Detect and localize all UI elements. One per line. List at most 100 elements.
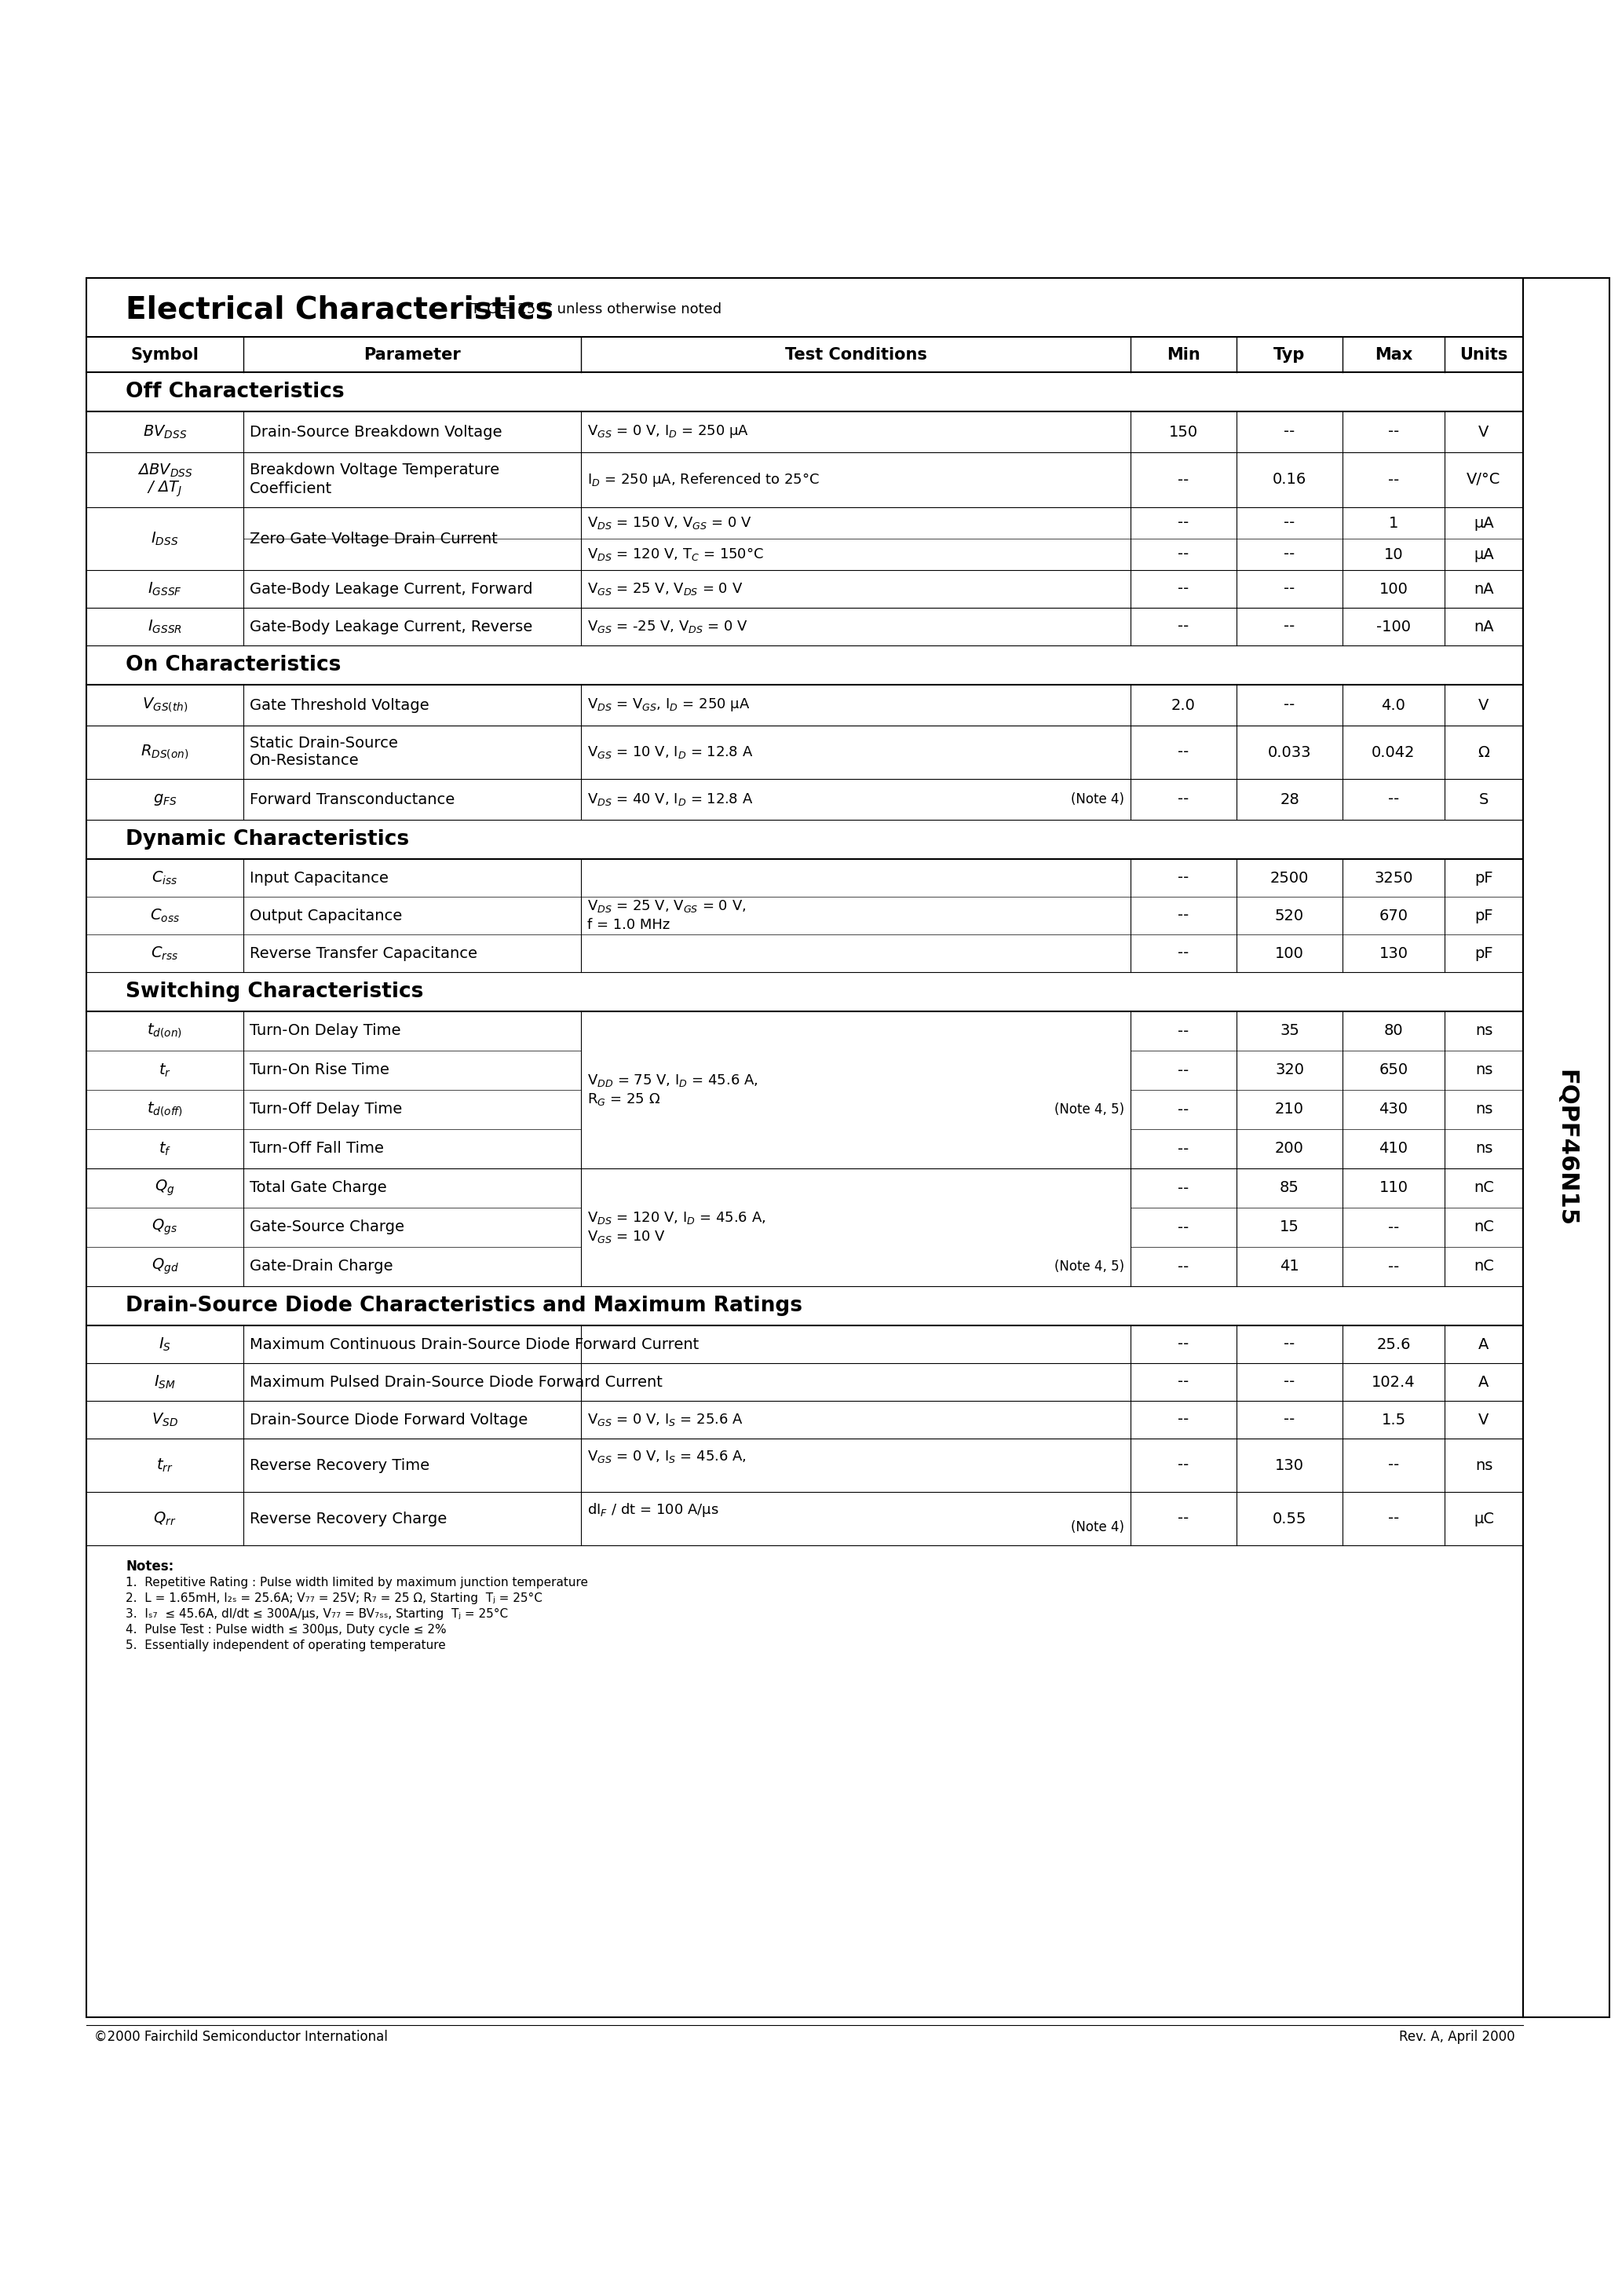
Text: I$_S$: I$_S$ xyxy=(159,1336,172,1352)
Text: V$_{DS}$ = 25 V, V$_{GS}$ = 0 V,: V$_{DS}$ = 25 V, V$_{GS}$ = 0 V, xyxy=(587,898,746,914)
Text: 100: 100 xyxy=(1275,946,1304,960)
Text: Turn-Off Delay Time: Turn-Off Delay Time xyxy=(250,1102,402,1116)
Text: V$_{GS}$ = 0 V, I$_S$ = 45.6 A,: V$_{GS}$ = 0 V, I$_S$ = 45.6 A, xyxy=(587,1449,746,1465)
Text: BV$_{DSS}$: BV$_{DSS}$ xyxy=(143,422,187,441)
Text: V$_{DS}$ = V$_{GS}$, I$_D$ = 250 μA: V$_{DS}$ = V$_{GS}$, I$_D$ = 250 μA xyxy=(587,698,749,714)
Text: C$_{oss}$: C$_{oss}$ xyxy=(149,907,180,923)
Text: Notes:: Notes: xyxy=(125,1559,174,1573)
Text: (Note 4): (Note 4) xyxy=(1071,792,1124,806)
Text: --: -- xyxy=(1388,425,1400,439)
Text: ns: ns xyxy=(1474,1063,1492,1077)
Text: ns: ns xyxy=(1474,1102,1492,1116)
Text: Drain-Source Diode Characteristics and Maximum Ratings: Drain-Source Diode Characteristics and M… xyxy=(125,1295,803,1316)
Text: Test Conditions: Test Conditions xyxy=(785,347,926,363)
Text: μC: μC xyxy=(1474,1511,1494,1527)
Text: Electrical Characteristics: Electrical Characteristics xyxy=(125,294,553,324)
Text: --: -- xyxy=(1388,1458,1400,1472)
Text: Input Capacitance: Input Capacitance xyxy=(250,870,389,886)
Text: g$_{FS}$: g$_{FS}$ xyxy=(152,792,177,806)
Text: V$_{DS}$ = 120 V, T$_C$ = 150°C: V$_{DS}$ = 120 V, T$_C$ = 150°C xyxy=(587,546,764,563)
Text: 10: 10 xyxy=(1384,546,1403,563)
Text: --: -- xyxy=(1178,744,1189,760)
Text: 28: 28 xyxy=(1280,792,1299,806)
Text: R$_G$ = 25 Ω: R$_G$ = 25 Ω xyxy=(587,1091,660,1107)
Text: Maximum Pulsed Drain-Source Diode Forward Current: Maximum Pulsed Drain-Source Diode Forwar… xyxy=(250,1375,662,1389)
Text: I$_D$ = 250 μA, Referenced to 25°C: I$_D$ = 250 μA, Referenced to 25°C xyxy=(587,471,819,489)
Text: --: -- xyxy=(1178,581,1189,597)
Text: 130: 130 xyxy=(1275,1458,1304,1472)
Text: --: -- xyxy=(1388,1219,1400,1235)
Text: Zero Gate Voltage Drain Current: Zero Gate Voltage Drain Current xyxy=(250,530,498,546)
Text: V$_{SD}$: V$_{SD}$ xyxy=(151,1412,178,1428)
Text: Turn-Off Fall Time: Turn-Off Fall Time xyxy=(250,1141,384,1157)
Text: Reverse Recovery Time: Reverse Recovery Time xyxy=(250,1458,430,1472)
Text: Gate-Body Leakage Current, Forward: Gate-Body Leakage Current, Forward xyxy=(250,581,532,597)
Text: --: -- xyxy=(1178,1180,1189,1196)
Text: 2.  L = 1.65mH, I₂ₛ = 25.6A; V₇₇ = 25V; R₇ = 25 Ω, Starting  Tⱼ = 25°C: 2. L = 1.65mH, I₂ₛ = 25.6A; V₇₇ = 25V; R… xyxy=(125,1593,542,1605)
Text: --: -- xyxy=(1178,909,1189,923)
Text: 150: 150 xyxy=(1169,425,1199,439)
Text: Switching Characteristics: Switching Characteristics xyxy=(125,980,423,1001)
Text: FQPF46N15: FQPF46N15 xyxy=(1555,1070,1578,1226)
Text: 320: 320 xyxy=(1275,1063,1304,1077)
Text: Off Characteristics: Off Characteristics xyxy=(125,381,344,402)
Text: V$_{GS}$ = -25 V, V$_{DS}$ = 0 V: V$_{GS}$ = -25 V, V$_{DS}$ = 0 V xyxy=(587,618,748,634)
Text: --: -- xyxy=(1285,620,1294,634)
Text: --: -- xyxy=(1178,1063,1189,1077)
Text: --: -- xyxy=(1178,546,1189,563)
Text: 0.033: 0.033 xyxy=(1268,744,1311,760)
Text: Gate-Body Leakage Current, Reverse: Gate-Body Leakage Current, Reverse xyxy=(250,620,532,634)
Text: Forward Transconductance: Forward Transconductance xyxy=(250,792,454,806)
Text: Max: Max xyxy=(1374,347,1413,363)
Text: 130: 130 xyxy=(1379,946,1408,960)
Text: On-Resistance: On-Resistance xyxy=(250,753,360,769)
Text: C$_{iss}$: C$_{iss}$ xyxy=(152,870,178,886)
Text: 25.6: 25.6 xyxy=(1377,1336,1411,1352)
Text: 670: 670 xyxy=(1379,909,1408,923)
Text: Rev. A, April 2000: Rev. A, April 2000 xyxy=(1400,2030,1515,2043)
Text: Q$_{gd}$: Q$_{gd}$ xyxy=(151,1256,178,1277)
Text: A: A xyxy=(1479,1375,1489,1389)
Text: t$_f$: t$_f$ xyxy=(159,1141,172,1157)
Text: I$_{SM}$: I$_{SM}$ xyxy=(154,1373,175,1391)
Text: 4.  Pulse Test : Pulse width ≤ 300μs, Duty cycle ≤ 2%: 4. Pulse Test : Pulse width ≤ 300μs, Dut… xyxy=(125,1623,446,1635)
Text: V$_{GS}$ = 0 V, I$_D$ = 250 μA: V$_{GS}$ = 0 V, I$_D$ = 250 μA xyxy=(587,425,749,441)
Text: nA: nA xyxy=(1474,581,1494,597)
Text: 410: 410 xyxy=(1379,1141,1408,1157)
Text: --: -- xyxy=(1285,517,1294,530)
Text: 2500: 2500 xyxy=(1270,870,1309,886)
Text: --: -- xyxy=(1388,792,1400,806)
Text: --: -- xyxy=(1178,1458,1189,1472)
Text: Breakdown Voltage Temperature: Breakdown Voltage Temperature xyxy=(250,464,500,478)
Text: Gate-Source Charge: Gate-Source Charge xyxy=(250,1219,404,1235)
Text: Symbol: Symbol xyxy=(131,347,200,363)
Text: nA: nA xyxy=(1474,620,1494,634)
Text: --: -- xyxy=(1285,698,1294,712)
Bar xyxy=(1523,278,1609,2018)
Text: pF: pF xyxy=(1474,870,1494,886)
Text: --: -- xyxy=(1178,1511,1189,1527)
Text: C$_{rss}$: C$_{rss}$ xyxy=(151,946,178,962)
Text: --: -- xyxy=(1178,946,1189,960)
Text: Units: Units xyxy=(1460,347,1508,363)
Text: t$_{rr}$: t$_{rr}$ xyxy=(156,1458,174,1474)
Text: On Characteristics: On Characteristics xyxy=(125,654,341,675)
Text: nC: nC xyxy=(1474,1258,1494,1274)
Text: Typ: Typ xyxy=(1273,347,1306,363)
Text: --: -- xyxy=(1178,792,1189,806)
Text: Maximum Continuous Drain-Source Diode Forward Current: Maximum Continuous Drain-Source Diode Fo… xyxy=(250,1336,699,1352)
Text: V/°C: V/°C xyxy=(1466,473,1500,487)
Text: Q$_{gs}$: Q$_{gs}$ xyxy=(152,1217,178,1238)
Text: Reverse Recovery Charge: Reverse Recovery Charge xyxy=(250,1511,448,1527)
Text: --: -- xyxy=(1388,1258,1400,1274)
Text: Turn-On Rise Time: Turn-On Rise Time xyxy=(250,1063,389,1077)
Text: 4.0: 4.0 xyxy=(1382,698,1406,712)
Text: Parameter: Parameter xyxy=(363,347,461,363)
Bar xyxy=(86,278,1523,2018)
Text: Min: Min xyxy=(1166,347,1200,363)
Text: dI$_F$ / dt = 100 A/μs: dI$_F$ / dt = 100 A/μs xyxy=(587,1502,719,1518)
Text: Drain-Source Diode Forward Voltage: Drain-Source Diode Forward Voltage xyxy=(250,1412,527,1428)
Text: 100: 100 xyxy=(1379,581,1408,597)
Text: --: -- xyxy=(1285,1412,1294,1428)
Text: Ω: Ω xyxy=(1478,744,1489,760)
